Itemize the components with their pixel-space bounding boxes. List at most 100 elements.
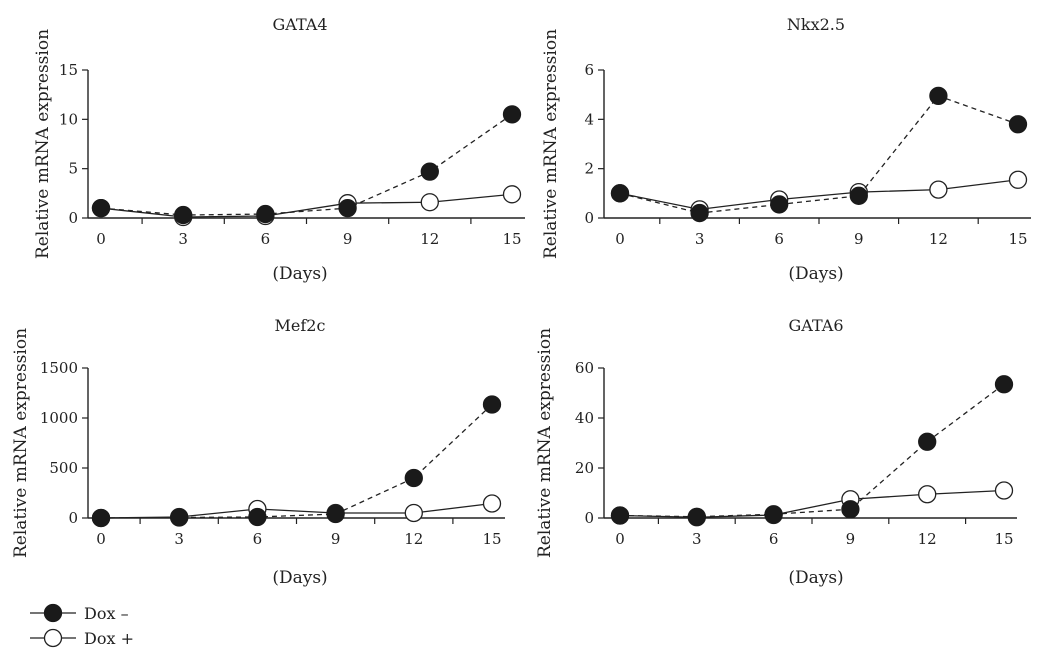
data-point	[610, 184, 630, 203]
x-tick-label: 15	[1008, 230, 1027, 248]
chart-panel-nkx2-5: Nkx2.5 0 2 4 6 0 3 6 9 12 15 (Days) Relative mRNA ex…	[541, 15, 1031, 284]
x-tick-label: 9	[854, 230, 864, 248]
legend: Dox – Dox +	[30, 603, 134, 648]
x-tick-label: 15	[482, 530, 501, 548]
y-tick-label: 4	[584, 110, 594, 128]
series-line	[100, 502, 493, 519]
data-point	[420, 193, 439, 212]
data-point	[482, 494, 502, 513]
panel-title: GATA4	[273, 15, 328, 34]
x-tick-label: 15	[994, 530, 1013, 548]
data-point	[841, 500, 860, 519]
series-dox-minus	[610, 86, 1028, 223]
legend-item-dox-minus: Dox –	[30, 603, 129, 623]
x-axis-title: (Days)	[272, 568, 327, 588]
chart-panel-mef2c: Mef2c 0 500 1000 1500 0 3 6 9 12 15 (Days) Relative …	[11, 316, 505, 588]
panel-title: Mef2c	[275, 316, 326, 335]
x-tick-label: 3	[174, 530, 184, 548]
series-dox-minus	[91, 105, 522, 225]
series-line	[619, 179, 1019, 211]
legend-marker	[43, 603, 63, 623]
data-point	[1008, 170, 1028, 189]
data-point	[482, 395, 502, 414]
x-tick-label: 6	[774, 230, 784, 248]
data-point	[91, 198, 111, 218]
y-tick-label: 5	[68, 160, 78, 178]
legend-label: Dox +	[84, 629, 134, 648]
x-tick-label: 3	[178, 230, 188, 248]
x-tick-label: 0	[615, 530, 625, 548]
y-tick-label: 10	[59, 110, 78, 128]
x-tick-label: 0	[615, 230, 625, 248]
data-point	[1008, 115, 1028, 134]
y-axis-title: Relative mRNA expression	[535, 328, 555, 558]
legend-label: Dox –	[84, 604, 129, 623]
legend-marker	[43, 628, 63, 648]
x-tick-label: 6	[769, 530, 779, 548]
data-point	[690, 203, 709, 223]
data-point	[994, 375, 1014, 394]
y-axis-title: Relative mRNA expression	[11, 328, 31, 558]
data-point	[420, 162, 439, 181]
series-line	[619, 95, 1019, 214]
data-point	[610, 506, 630, 525]
data-point	[170, 508, 189, 527]
x-tick-label: 0	[96, 230, 106, 248]
data-point	[338, 198, 357, 218]
x-tick-label: 9	[846, 530, 856, 548]
data-point	[929, 86, 948, 106]
data-point	[764, 505, 783, 524]
x-tick-label: 12	[420, 230, 439, 248]
series-line	[100, 193, 513, 218]
y-tick-label: 0	[68, 209, 78, 227]
data-point	[849, 186, 868, 205]
y-tick-label: 2	[584, 160, 594, 178]
data-point	[502, 185, 522, 204]
chart-panels: GATA4 0 5 10 15 0 3 6 9 12 15 (Days) Relative mRNA e…	[11, 15, 1031, 588]
y-tick-label: 0	[584, 209, 594, 227]
x-tick-label: 12	[918, 530, 937, 548]
y-tick-label: 40	[575, 409, 594, 427]
data-point	[91, 508, 111, 528]
series-line	[100, 404, 493, 519]
x-tick-label: 12	[929, 230, 948, 248]
x-tick-label: 9	[331, 530, 341, 548]
x-tick-label: 6	[261, 230, 271, 248]
y-tick-label: 500	[49, 459, 78, 477]
data-point	[929, 180, 948, 199]
x-tick-label: 3	[692, 530, 702, 548]
y-tick-label: 0	[68, 509, 78, 527]
y-tick-label: 15	[59, 61, 78, 79]
chart-panel-gata6: GATA6 0 20 40 60 0 3 6 9 12 15 (Days) Relative mRNA …	[535, 316, 1017, 588]
x-axis-title: (Days)	[788, 264, 843, 284]
data-point	[918, 485, 937, 504]
data-point	[918, 432, 937, 451]
x-tick-label: 9	[343, 230, 353, 248]
data-point	[404, 503, 423, 523]
series-dox-plus	[610, 170, 1028, 219]
data-point	[174, 205, 193, 225]
y-axis-title: Relative mRNA expression	[33, 29, 53, 259]
panel-title: GATA6	[789, 316, 844, 335]
y-axis-title: Relative mRNA expression	[541, 29, 561, 259]
series-dox-minus	[610, 375, 1014, 526]
x-tick-label: 3	[695, 230, 705, 248]
x-axis-title: (Days)	[272, 264, 327, 284]
data-point	[404, 468, 423, 488]
data-point	[770, 195, 789, 214]
y-tick-label: 1000	[40, 409, 78, 427]
y-tick-label: 6	[584, 61, 594, 79]
data-point	[502, 105, 522, 124]
series-line	[100, 113, 513, 216]
x-tick-label: 12	[404, 530, 423, 548]
series-dox-minus	[91, 395, 502, 528]
panel-title: Nkx2.5	[787, 15, 845, 34]
data-point	[256, 204, 275, 224]
series-line	[619, 489, 1005, 518]
legend-item-dox-plus: Dox +	[30, 628, 134, 648]
data-point	[994, 481, 1014, 500]
x-axis-title: (Days)	[788, 568, 843, 588]
chart-panel-gata4: GATA4 0 5 10 15 0 3 6 9 12 15 (Days) Relative mRNA e…	[33, 15, 525, 284]
y-tick-label: 1500	[40, 359, 78, 377]
